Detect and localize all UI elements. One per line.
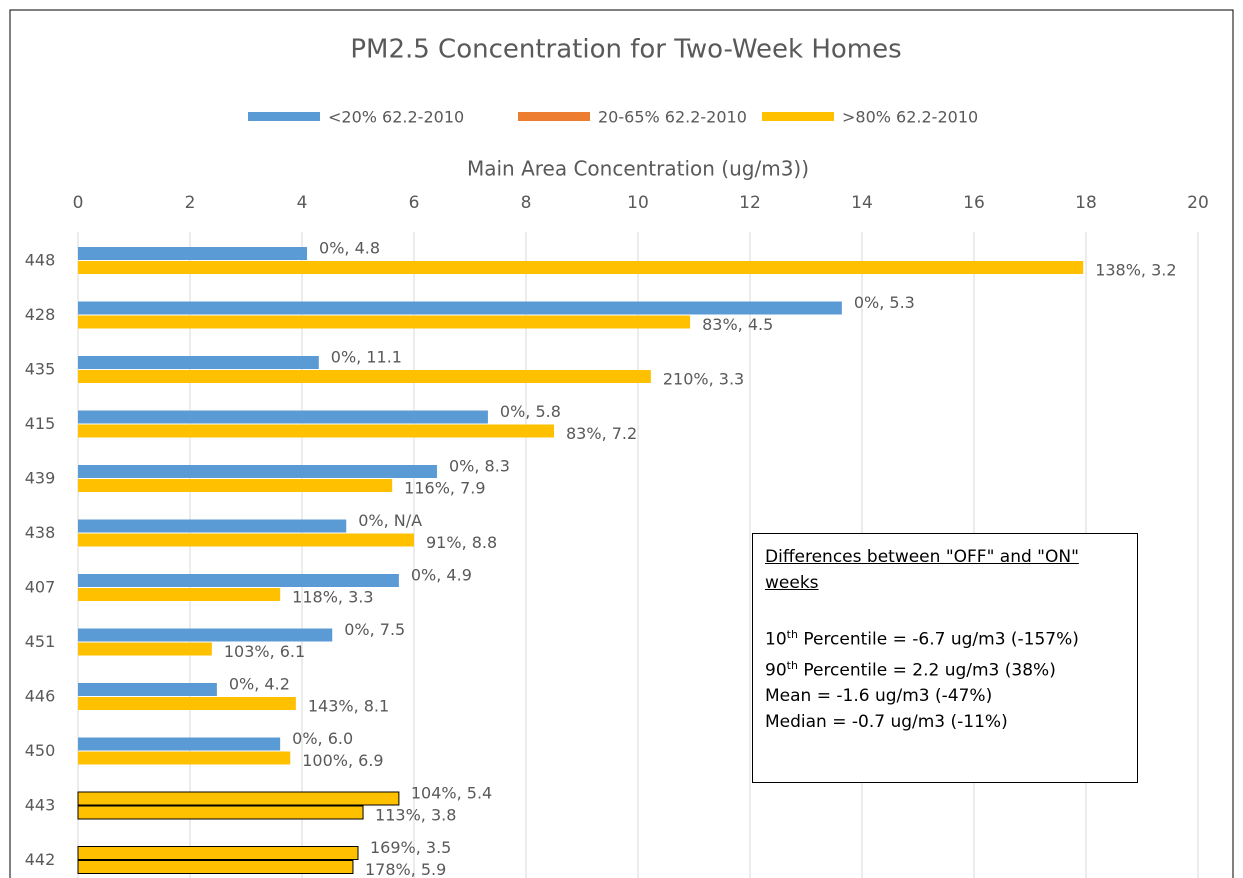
data-label: 83%, 4.5 (702, 315, 773, 334)
data-label: 138%, 3.2 (1095, 261, 1176, 280)
legend-label: 20-65% 62.2-2010 (598, 108, 747, 127)
annotation-box: Differences between "OFF" and "ON" weeks… (752, 533, 1138, 783)
annotation-text: Percentile = 2.2 ug/m3 (38%) (797, 660, 1056, 681)
annotation-text: Median = -0.7 ug/m3 (-11%) (765, 712, 1008, 733)
bar (77, 805, 364, 820)
legend-swatch (762, 112, 834, 121)
data-label: 0%, N/A (358, 511, 422, 530)
data-label: 0%, 7.5 (344, 620, 405, 639)
data-label: 0%, 5.8 (500, 402, 561, 421)
legend-swatch (518, 112, 590, 121)
bar (78, 370, 651, 383)
bar (78, 588, 281, 601)
bar (78, 628, 333, 642)
bar (78, 410, 488, 424)
annotation-line: Median = -0.7 ug/m3 (-11%) (765, 709, 1125, 735)
data-label: 0%, 5.3 (854, 293, 915, 312)
data-label: 210%, 3.3 (663, 370, 744, 389)
bar (77, 860, 354, 874)
annotation-heading: Differences between "OFF" and "ON" weeks (765, 547, 1079, 593)
y-tick-label: 428 (25, 305, 56, 324)
annotation-number: 10 (765, 629, 787, 650)
y-tick-label: 446 (25, 687, 56, 706)
annotation-number: 90 (765, 660, 787, 681)
data-label: 83%, 7.2 (566, 424, 637, 443)
bar (78, 301, 842, 315)
x-tick-label: 18 (1075, 193, 1097, 213)
bar (78, 519, 347, 533)
data-label: 104%, 5.4 (411, 784, 492, 803)
y-tick-label: 439 (25, 469, 56, 488)
bar (78, 697, 296, 710)
y-tick-label: 443 (25, 796, 56, 815)
x-tick-label: 14 (851, 193, 873, 213)
y-tick-label: 451 (25, 632, 56, 651)
data-label: 0%, 6.0 (292, 729, 353, 748)
y-tick-label: 435 (25, 360, 56, 379)
data-label: 178%, 5.9 (365, 860, 446, 878)
x-tick-label: 12 (739, 193, 761, 213)
data-label: 113%, 3.8 (375, 806, 456, 825)
bar (78, 683, 217, 696)
chart-title: PM2.5 Concentration for Two-Week Homes (350, 35, 901, 65)
bar (77, 791, 400, 806)
bar (78, 737, 281, 751)
annotation-line: 10th Percentile = -6.7 ug/m3 (-157%) (765, 622, 1125, 653)
data-label: 91%, 8.8 (426, 533, 497, 552)
bar (77, 846, 359, 860)
bar (78, 247, 308, 260)
legend-swatch (248, 112, 320, 121)
x-tick-label: 0 (73, 193, 84, 213)
bar (78, 261, 1084, 274)
annotation-superscript: th (786, 628, 798, 641)
data-label: 0%, 4.8 (319, 239, 380, 258)
data-label: 100%, 6.9 (302, 751, 383, 770)
annotation-superscript: th (786, 658, 798, 672)
bar (78, 751, 291, 765)
y-tick-label: 415 (25, 414, 56, 433)
y-tick-label: 448 (25, 251, 56, 270)
data-label: 0%, 11.1 (331, 348, 402, 367)
annotation-text: Mean = -1.6 ug/m3 (-47%) (765, 686, 993, 707)
data-label: 116%, 7.9 (404, 479, 485, 498)
y-tick-label: 442 (25, 850, 56, 869)
bar (78, 533, 414, 547)
data-label: 0%, 4.9 (411, 566, 472, 585)
x-tick-label: 8 (521, 193, 532, 213)
data-label: 0%, 8.3 (449, 457, 510, 476)
x-tick-label: 6 (409, 193, 420, 213)
legend-label: <20% 62.2-2010 (328, 108, 464, 127)
bar (78, 479, 393, 492)
data-label: 118%, 3.3 (292, 588, 373, 607)
bar (78, 315, 691, 329)
x-axis-title: Main Area Concentration (ug/m3)) (467, 157, 809, 181)
bar (78, 424, 554, 438)
annotation-line: 90th Percentile = 2.2 ug/m3 (38%) (765, 653, 1125, 684)
data-label: 143%, 8.1 (308, 697, 389, 716)
x-tick-label: 20 (1187, 193, 1209, 213)
annotation-text: Percentile = -6.7 ug/m3 (-157%) (797, 629, 1079, 650)
x-tick-label: 10 (627, 193, 649, 213)
y-tick-label: 407 (25, 578, 56, 597)
data-label: 169%, 3.5 (370, 838, 451, 857)
x-tick-label: 2 (185, 193, 196, 213)
x-tick-label: 4 (297, 193, 308, 213)
bar (78, 465, 437, 478)
y-tick-label: 438 (25, 523, 56, 542)
bar (78, 642, 212, 656)
bar (78, 574, 399, 587)
y-tick-label: 450 (25, 741, 56, 760)
x-tick-label: 16 (963, 193, 985, 213)
annotation-line: Mean = -1.6 ug/m3 (-47%) (765, 683, 1125, 709)
bar (78, 356, 319, 369)
data-label: 103%, 6.1 (224, 642, 305, 661)
data-label: 0%, 4.2 (229, 675, 290, 694)
legend-label: >80% 62.2-2010 (842, 108, 978, 127)
